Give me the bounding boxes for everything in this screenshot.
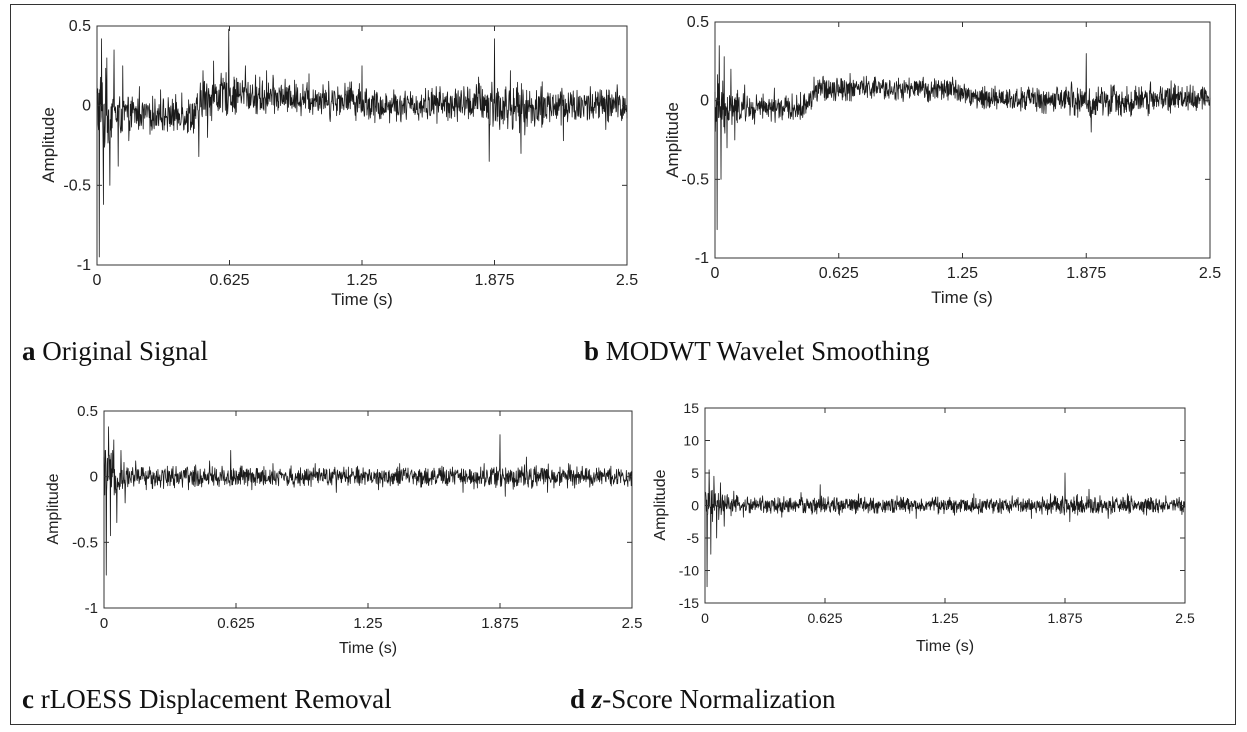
plot-area xyxy=(714,21,1211,259)
y-tick-label: -1 xyxy=(85,600,98,617)
x-tick-label: 1.25 xyxy=(947,265,978,282)
x-tick-label: 0.625 xyxy=(819,265,859,282)
caption-letter: a xyxy=(22,336,36,366)
caption-z: z xyxy=(591,684,603,714)
y-tick-label: 0 xyxy=(700,93,709,110)
y-tick-label: 0 xyxy=(691,498,699,514)
panel-c-chart: 0 0.625 1.25 1.875 2.5 -1 -0.5 0 0.5 Time (s) Am… xyxy=(45,403,642,657)
y-tick-label: -1 xyxy=(695,250,709,267)
y-tick-label: 0 xyxy=(82,98,91,115)
x-tick-label: 1.875 xyxy=(1047,610,1082,626)
caption-text: MODWT Wavelet Smoothing xyxy=(605,336,930,366)
x-axis-label: Time (s) xyxy=(331,290,393,309)
x-tick-label: 0.625 xyxy=(209,272,249,289)
tick-layer: 0 0.625 1.25 1.875 2.5 -1 -0.5 0 0.5 xyxy=(72,403,642,632)
x-tick-label: 1.25 xyxy=(353,615,382,632)
caption-c: c rLOESS Displacement Removal xyxy=(22,684,392,715)
panel-a-chart: 0 0.625 1.25 1.875 2.5 -1 -0.5 0 0.5 Time (s) Am… xyxy=(39,18,638,309)
x-tick-label: 2.5 xyxy=(1199,265,1221,282)
x-tick-label: 0.625 xyxy=(807,610,842,626)
caption-text: Original Signal xyxy=(42,336,208,366)
caption-a: a Original Signal xyxy=(22,336,208,367)
y-tick-label: -5 xyxy=(687,530,700,546)
series-layer xyxy=(96,28,628,258)
x-tick-label: 2.5 xyxy=(622,615,643,632)
x-tick-label: 0 xyxy=(701,610,709,626)
caption-letter: b xyxy=(584,336,600,366)
y-tick-label: -10 xyxy=(679,563,699,579)
tick-layer: 0 0.625 1.25 1.875 2.5 -15 -10 -5 0 5 10 15 xyxy=(679,400,1195,626)
y-axis-label: Amplitude xyxy=(39,107,58,183)
caption-text: -Score Normalization xyxy=(602,684,836,714)
x-axis-label: Time (s) xyxy=(931,288,993,307)
plot-area xyxy=(103,410,633,609)
y-tick-label: 5 xyxy=(691,465,699,481)
y-tick-label: 0.5 xyxy=(687,14,709,31)
x-tick-label: 0 xyxy=(711,265,720,282)
x-tick-label: 0.625 xyxy=(217,615,255,632)
y-tick-label: -1 xyxy=(77,257,91,274)
x-tick-label: 0 xyxy=(100,615,108,632)
y-tick-label: 0.5 xyxy=(77,403,98,420)
plot-area xyxy=(96,25,628,266)
signal-line xyxy=(704,469,1186,588)
panel-b-chart: 0 0.625 1.25 1.875 2.5 -1 -0.5 0 0.5 Time (s) Am… xyxy=(663,14,1221,307)
caption-letter: d xyxy=(570,684,586,714)
x-tick-label: 1.875 xyxy=(1066,265,1106,282)
x-tick-label: 2.5 xyxy=(1175,610,1195,626)
y-axis-label: Amplitude xyxy=(663,102,682,178)
x-tick-label: 1.875 xyxy=(474,272,514,289)
x-tick-label: 2.5 xyxy=(616,272,638,289)
y-tick-label: -15 xyxy=(679,595,699,611)
y-tick-label: -0.5 xyxy=(63,177,91,194)
caption-d: d z-Score Normalization xyxy=(570,684,835,715)
panel-d-chart: 0 0.625 1.25 1.875 2.5 -15 -10 -5 0 5 10 15 Time (s… xyxy=(652,400,1195,655)
caption-text: rLOESS Displacement Removal xyxy=(40,684,392,714)
signal-line xyxy=(96,28,628,258)
caption-b: b MODWT Wavelet Smoothing xyxy=(584,336,930,367)
tick-layer: 0 0.625 1.25 1.875 2.5 -1 -0.5 0 0.5 xyxy=(63,18,638,289)
y-tick-label: 0 xyxy=(90,469,98,486)
x-axis-label: Time (s) xyxy=(339,640,397,657)
series-layer xyxy=(103,426,633,576)
y-axis-label: Amplitude xyxy=(45,473,62,544)
x-tick-label: 1.25 xyxy=(931,610,958,626)
caption-letter: c xyxy=(22,684,34,714)
x-tick-label: 1.25 xyxy=(346,272,377,289)
y-tick-label: 0.5 xyxy=(69,18,91,35)
signal-line xyxy=(103,426,633,576)
x-tick-label: 0 xyxy=(93,272,102,289)
tick-layer: 0 0.625 1.25 1.875 2.5 -1 -0.5 0 0.5 xyxy=(681,14,1221,282)
x-tick-label: 1.875 xyxy=(481,615,519,632)
series-layer xyxy=(704,469,1186,588)
y-axis-label: Amplitude xyxy=(652,469,669,540)
x-axis-label: Time (s) xyxy=(916,638,974,655)
y-tick-label: -0.5 xyxy=(72,534,98,551)
signal-line xyxy=(714,45,1211,231)
series-layer xyxy=(714,45,1211,231)
y-tick-label: -0.5 xyxy=(681,171,709,188)
y-tick-label: 10 xyxy=(683,433,699,449)
y-tick-label: 15 xyxy=(683,400,699,416)
